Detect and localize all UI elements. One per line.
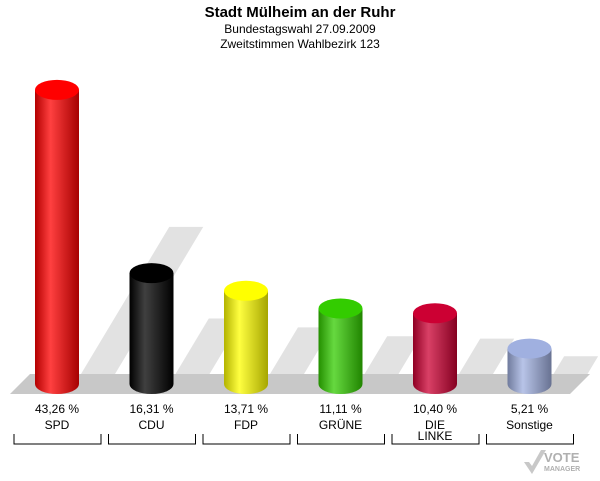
value-label: 13,71 % (224, 402, 268, 416)
category-label: FDP (234, 418, 258, 432)
bar-cdu (129, 263, 174, 394)
bar-body (35, 89, 79, 394)
category-label: LINKE (418, 429, 453, 443)
category-bracket (202, 434, 291, 445)
bar-body (413, 313, 457, 394)
bar-shadow (270, 327, 332, 374)
value-label: 10,40 % (413, 402, 457, 416)
value-label: 11,11 % (319, 402, 362, 416)
bar-fdp (224, 280, 268, 394)
logo-text-vote: VOTE (544, 450, 580, 465)
category-label: CDU (139, 418, 165, 432)
value-label: 5,21 % (511, 402, 549, 416)
bar-body (224, 290, 268, 394)
bar-shadow (553, 356, 599, 374)
bar-body (318, 308, 363, 394)
bar-top (507, 338, 552, 359)
category-brackets (13, 434, 574, 445)
chart-floor (10, 374, 590, 394)
bar-body (507, 348, 552, 394)
bar-top (318, 298, 363, 319)
bar-labels: 43,26 % SPD 16,31 % CDU 13,71 % FDP 11,11 % GRÜ… (35, 402, 553, 443)
checkmark-icon (524, 450, 546, 474)
category-bracket (297, 434, 385, 445)
bar-grüne (318, 298, 363, 394)
category-label: GRÜNE (319, 418, 362, 432)
bar-shadow (364, 336, 422, 374)
bar-spd (35, 79, 79, 394)
bar-top (129, 263, 174, 284)
category-bracket (391, 434, 480, 445)
bar-top (413, 303, 457, 324)
category-bracket (108, 434, 196, 445)
bars (35, 79, 552, 394)
bar-body (129, 273, 174, 394)
logo-text-manager: MANAGER (544, 466, 580, 473)
value-label: 43,26 % (35, 402, 79, 416)
category-label: DIE (425, 418, 445, 432)
bar-shadow (459, 338, 515, 374)
category-bracket (486, 434, 574, 445)
chart-subtitle-district: Zweitstimmen Wahlbezirk 123 (220, 37, 380, 51)
bar-sonstige (507, 338, 552, 394)
chart-titles: Stadt Mülheim an der Ruhr Bundestagswahl… (0, 4, 600, 52)
bar-die-linke (413, 303, 457, 394)
category-label: Sonstige (506, 418, 553, 432)
votemanager-logo: VOTE MANAGER (522, 446, 598, 476)
bar-top (35, 79, 79, 100)
value-label: 16,31 % (129, 402, 173, 416)
chart-subtitle-election: Bundestagswahl 27.09.2009 (224, 22, 376, 36)
chart-title: Stadt Mülheim an der Ruhr (204, 4, 396, 21)
bar-top (224, 280, 268, 301)
category-bracket (13, 434, 102, 445)
category-label: SPD (45, 418, 70, 432)
